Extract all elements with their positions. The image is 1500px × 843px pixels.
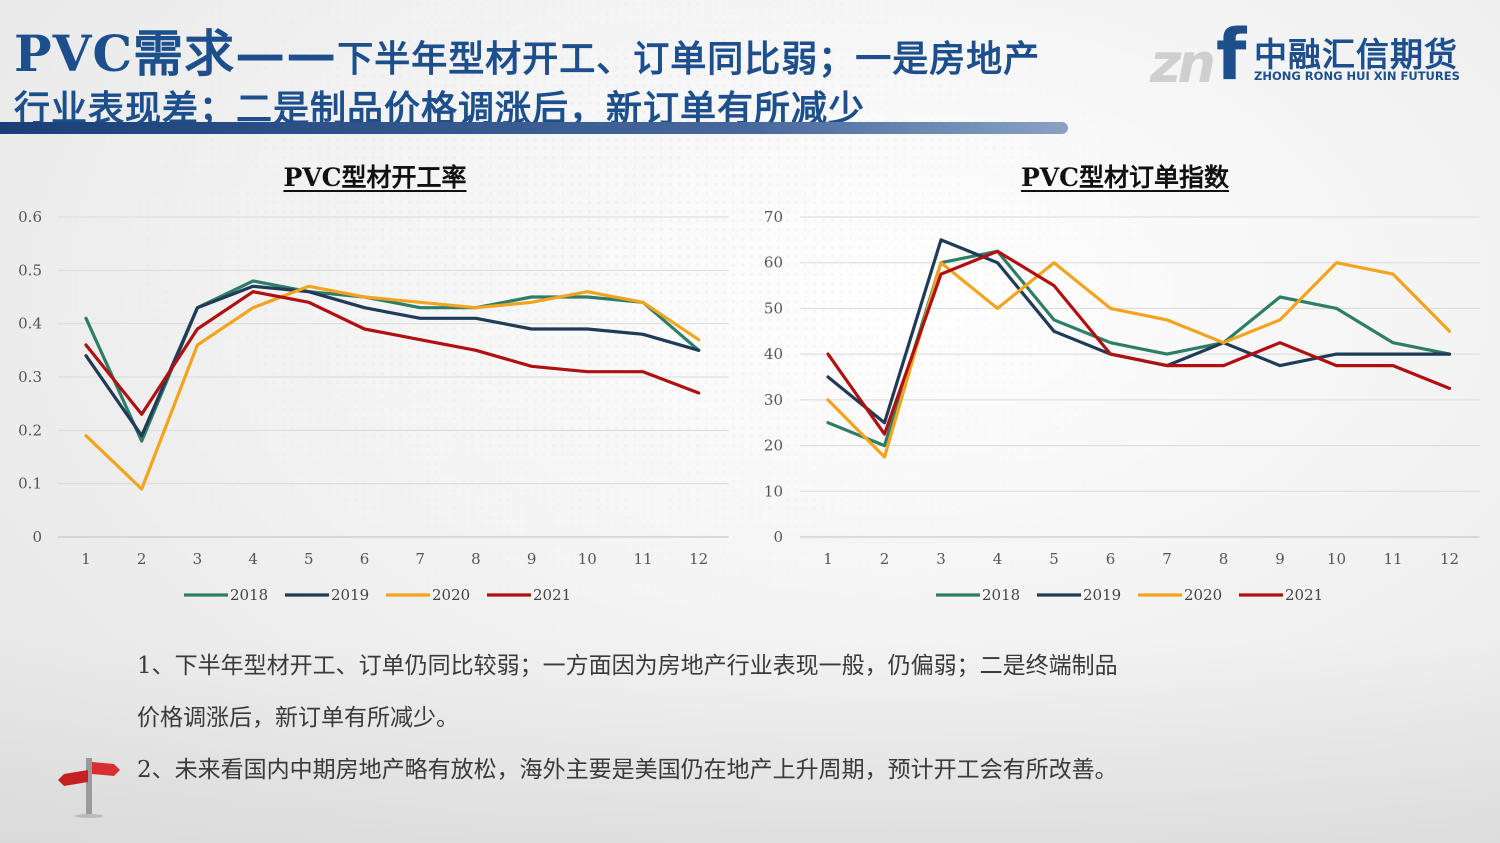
y-tick-label: 40: [764, 345, 783, 363]
x-tick-label: 7: [1162, 550, 1172, 568]
note-line-3: 2、未来看国内中期房地产略有放松，海外主要是美国仍在地产上升周期，预计开工会有所…: [137, 757, 1118, 783]
x-tick-label: 8: [1219, 550, 1229, 568]
x-tick-label: 3: [936, 550, 946, 568]
x-tick-label: 3: [193, 550, 203, 568]
series-line-2020: [826, 261, 1452, 459]
title-underline: [0, 122, 1068, 134]
x-tick-label: 7: [415, 550, 425, 568]
x-tick-label: 11: [633, 550, 652, 568]
y-tick-label: 0.3: [18, 368, 42, 386]
legend-label-2021: 2021: [533, 586, 571, 604]
x-tick-label: 11: [1383, 550, 1402, 568]
x-tick-label: 10: [578, 550, 597, 568]
series-line-2021: [84, 290, 701, 416]
x-tick-label: 2: [137, 550, 147, 568]
y-tick-label: 60: [764, 254, 783, 272]
chart-order-index: PVC型材订单指数 0 10 20 30 40 50 60 70 1 2 3 4 5 6 7 8 9 10 11 12…: [750, 150, 1500, 620]
logo-f-letter: f: [1216, 14, 1247, 96]
y-tick-label: 0.4: [18, 315, 42, 333]
background-band: [0, 640, 1500, 843]
logo-zn-mark: zn: [1150, 32, 1216, 95]
x-tick-label: 4: [248, 550, 258, 568]
note-line-1: 1、下半年型材开工、订单仍同比较弱；一方面因为房地产行业表现一般，仍偏弱；二是终…: [137, 653, 1118, 679]
note-line-2: 价格调涨后，新订单有所减少。: [137, 705, 459, 731]
y-tick-label: 0.5: [18, 261, 42, 279]
y-tick-label: 30: [764, 391, 783, 409]
series-line-2019: [84, 284, 701, 438]
title-main: PVC需求——: [14, 24, 338, 83]
x-tick-label: 9: [527, 550, 537, 568]
x-tick-label: 9: [1275, 550, 1285, 568]
legend-label-2018: 2018: [230, 586, 268, 604]
x-tick-label: 10: [1327, 550, 1346, 568]
company-logo: zn f 中融汇信期货 ZHONG RONG HUI XIN FUTURES: [1150, 14, 1460, 96]
y-tick-label: 70: [764, 208, 783, 226]
legend-label-2018: 2018: [982, 586, 1020, 604]
y-tick-label: 0.2: [18, 421, 42, 439]
y-tick-label: 0.6: [18, 208, 42, 226]
x-tick-label: 8: [471, 550, 481, 568]
legend-label-2020: 2020: [1184, 586, 1222, 604]
y-tick-label: 20: [764, 437, 783, 455]
x-tick-label: 6: [1106, 550, 1116, 568]
x-tick-label: 1: [81, 550, 91, 568]
y-tick-label: 0: [32, 528, 42, 546]
legend-label-2019: 2019: [1083, 586, 1121, 604]
x-tick-label: 12: [689, 550, 708, 568]
title-rest: 下半年型材开工、订单同比弱；一是房地产: [337, 38, 1041, 80]
series-line-2020: [84, 284, 701, 491]
y-tick-label: 0.1: [18, 475, 42, 493]
signpost-icon: [58, 758, 120, 818]
series-line-2021: [826, 249, 1452, 436]
legend-label-2020: 2020: [432, 586, 470, 604]
x-tick-label: 6: [360, 550, 370, 568]
notes-block: 1、下半年型材开工、订单仍同比较弱；一方面因为房地产行业表现一般，仍偏弱；二是终…: [137, 640, 1417, 796]
y-tick-label: 50: [764, 299, 783, 317]
legend-label-2021: 2021: [1285, 586, 1323, 604]
chart-operating-rate: PVC型材开工率 0 0.1 0.2 0.3 0.4 0.5 0.6 1 2 3 4 5 6 7 8 9 10 1…: [0, 150, 750, 620]
x-tick-label: 2: [880, 550, 890, 568]
series-line-2018: [826, 249, 1452, 448]
x-tick-label: 12: [1440, 550, 1459, 568]
y-tick-label: 10: [764, 482, 783, 500]
logo-name-cn: 中融汇信期货: [1254, 35, 1458, 74]
x-tick-label: 5: [304, 550, 314, 568]
page-title-line1: PVC需求——下半年型材开工、订单同比弱；一是房地产: [14, 14, 1040, 86]
x-tick-label: 5: [1049, 550, 1059, 568]
slide-header: PVC需求——下半年型材开工、订单同比弱；一是房地产 行业表现差；二是制品价格调…: [0, 0, 1500, 140]
chart-title: PVC型材开工率: [283, 163, 467, 192]
x-tick-label: 1: [823, 550, 833, 568]
logo-name-en: ZHONG RONG HUI XIN FUTURES: [1254, 69, 1460, 83]
x-tick-label: 4: [993, 550, 1003, 568]
chart-title: PVC型材订单指数: [1020, 163, 1230, 192]
legend-label-2019: 2019: [331, 586, 369, 604]
y-tick-label: 0: [773, 528, 783, 546]
